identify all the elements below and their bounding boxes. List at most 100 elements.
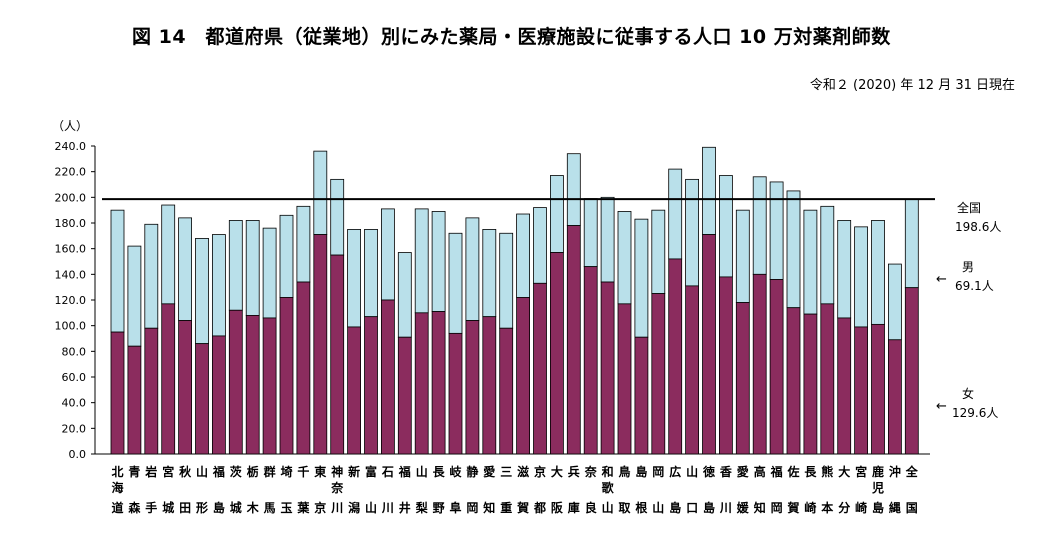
bar-segment-male	[854, 226, 868, 328]
x-category-label: 岐	[449, 464, 462, 479]
bar-segment-female	[499, 327, 514, 455]
x-category-label: 梨	[415, 500, 428, 515]
bar-segment-female	[550, 252, 564, 455]
x-category-label: 城	[162, 500, 174, 515]
bar-segment-male	[228, 220, 243, 311]
bar-segment-male	[888, 263, 902, 341]
bar-segment-male	[127, 245, 142, 347]
bar-segment-male	[516, 213, 530, 298]
x-category-label: 歌	[602, 480, 615, 495]
bar-segment-male	[110, 209, 125, 333]
x-category-label: 広	[669, 464, 681, 479]
x-category-label: 取	[618, 501, 630, 515]
bar-segment-female	[431, 311, 446, 455]
bar-segment-male	[161, 204, 176, 305]
x-category-label: 山	[416, 464, 428, 479]
x-category-label: 神	[331, 464, 343, 479]
x-category-label: 愛	[737, 464, 749, 479]
x-category-label: 島	[872, 500, 884, 515]
x-category-label: 山	[652, 500, 664, 515]
bar-segment-male	[245, 220, 260, 316]
bar-segment-male	[482, 229, 497, 318]
annotation-national-label: 全国	[957, 200, 981, 215]
bar-segment-female	[769, 279, 784, 455]
x-category-label: 岩	[144, 464, 157, 479]
bar-segment-male	[347, 229, 362, 328]
y-tick-label: 80.0	[62, 345, 87, 358]
x-category-label: 鳥	[618, 464, 630, 479]
x-category-label: 宮	[855, 464, 867, 479]
x-category-label: 茨	[230, 464, 242, 479]
bar-segment-male	[583, 198, 598, 268]
x-category-label: 良	[585, 500, 597, 515]
y-tick-label: 40.0	[62, 397, 87, 410]
x-category-label: 佐	[786, 464, 799, 479]
x-category-label: 長	[804, 464, 817, 479]
bar-segment-male	[837, 220, 852, 319]
x-category-label: 山	[686, 464, 698, 479]
x-category-label: 根	[635, 500, 647, 515]
y-tick-label: 100.0	[55, 320, 87, 333]
bar-segment-female	[347, 326, 362, 455]
x-category-label: 知	[753, 500, 766, 515]
x-category-label: 山	[365, 500, 377, 515]
bar-segment-female	[634, 336, 649, 455]
bar-segment-female	[313, 234, 328, 455]
x-category-label: 国	[906, 501, 918, 515]
x-category-label: 海	[111, 480, 123, 495]
bar-segment-male	[752, 176, 767, 275]
x-category-label: 熊	[821, 464, 833, 479]
x-category-label: 福	[398, 464, 411, 479]
x-category-label: 馬	[264, 501, 276, 515]
bar-segment-male	[195, 237, 209, 345]
bar-segment-female	[245, 314, 260, 455]
bar-segment-male	[803, 209, 818, 315]
date-note: 令和２ (2020) 年 12 月 31 日現在	[809, 78, 1015, 93]
x-category-label: 高	[754, 464, 766, 479]
annotation-male-label: 男	[962, 260, 974, 274]
x-category-label: 形	[196, 501, 208, 515]
x-category-label: 富	[365, 464, 377, 479]
annotation-female-label: 女	[962, 386, 974, 401]
y-tick-label: 240.0	[55, 140, 87, 153]
x-category-label: 鹿	[872, 464, 884, 479]
y-tick-label: 220.0	[55, 166, 87, 179]
bar-segment-female	[228, 309, 243, 455]
x-category-label: 大	[551, 464, 563, 479]
x-category-label: 賀	[786, 500, 799, 515]
bar-segment-female	[786, 307, 801, 455]
x-category-label: 千	[297, 464, 309, 479]
bar-segment-female	[719, 276, 733, 455]
bar-segment-female	[397, 336, 412, 455]
bar-segment-male	[871, 220, 885, 325]
y-tick-label: 160.0	[55, 243, 87, 256]
bar-segment-male	[364, 229, 378, 318]
bar-segment-female	[516, 297, 530, 455]
x-category-label: 徳	[702, 464, 715, 479]
x-category-label: 石	[381, 465, 394, 479]
x-category-label: 崎	[855, 500, 867, 515]
bar-segment-female	[871, 323, 885, 455]
bar-segment-female	[566, 225, 581, 455]
annotation-female-arrow: ←	[936, 399, 947, 414]
bar-segment-male	[431, 211, 446, 312]
x-category-label: 新	[348, 464, 360, 479]
bar-segment-male	[904, 198, 919, 289]
x-category-label: 福	[212, 464, 225, 479]
x-category-label: 奈	[584, 464, 598, 479]
x-category-label: 媛	[736, 500, 750, 515]
bar-segment-male	[279, 214, 294, 298]
bar-segment-male	[786, 190, 801, 309]
x-category-label: 岡	[466, 501, 478, 515]
bar-segment-male	[651, 209, 666, 294]
x-category-label: 岡	[771, 501, 783, 515]
bar-segment-male	[178, 217, 193, 321]
chart-title: 図 14 都道府県（従業地）別にみた薬局・医療施設に従事する人口 10 万対薬剤…	[132, 26, 891, 48]
x-category-label: 大	[838, 464, 850, 479]
x-category-label: 森	[128, 500, 141, 515]
x-category-label: 川	[381, 501, 394, 515]
y-tick-label: 120.0	[55, 294, 87, 307]
x-category-label: 川	[719, 501, 732, 515]
bar-segment-female	[803, 313, 818, 455]
